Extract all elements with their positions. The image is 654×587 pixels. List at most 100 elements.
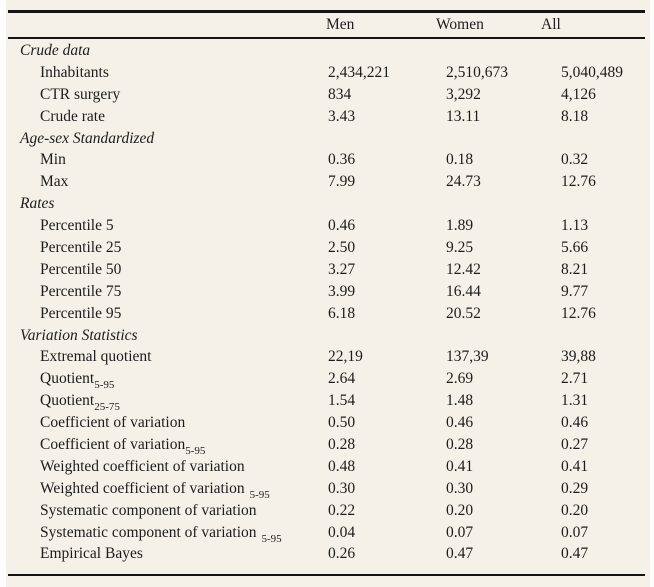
value-men: 0.36 [328, 151, 356, 169]
row-label: Quotient [40, 370, 95, 388]
value-all: 0.27 [561, 435, 589, 453]
value-all: 5,040,489 [561, 63, 623, 81]
value-women: 16.44 [446, 282, 481, 300]
value-men: 834 [328, 85, 352, 103]
row-label-cell: Systematic component of variation 5-95 [20, 523, 328, 545]
section-row: Rates [8, 193, 645, 215]
value-women: 2.69 [446, 370, 474, 388]
table-row: Systematic component of variation 0.22 0.2… [8, 500, 645, 522]
row-label-cell: Percentile 25 [20, 239, 328, 257]
value-all: 5.66 [561, 238, 589, 256]
row-label: Coefficient of variation [40, 435, 186, 453]
value-men: 2.50 [328, 238, 356, 256]
value-all: 1.13 [561, 217, 589, 235]
table-row: Empirical Bayes 0.26 0.47 0.47 [8, 543, 645, 565]
header-col-men: Men [326, 15, 355, 33]
row-label-subscript: 5-95 [94, 379, 115, 392]
row-label-cell: Inhabitants [20, 64, 328, 82]
row-label: Extremal quotient [40, 348, 152, 366]
row-label-cell: Percentile 95 [20, 305, 328, 323]
statistics-table: Men Women All Crude data Inhabitants 2,434… [8, 0, 645, 577]
row-label-cell: CTR surgery [20, 86, 328, 104]
value-men: 0.30 [328, 479, 356, 497]
row-label-cell: Percentile 5 [20, 217, 328, 235]
value-all: 8.21 [561, 260, 589, 278]
value-women: 0.28 [446, 435, 474, 453]
table-row: Inhabitants 2,434,221 2,510,673 5,040,489 [8, 62, 645, 84]
table-row: Weighted coefficient of variation 0.48 0.4… [8, 456, 645, 478]
row-label: Weighted coefficient of variation [40, 479, 245, 497]
value-men: 2,434,221 [328, 63, 390, 81]
row-label-subscript: 5-95 [261, 532, 282, 545]
section-title: Age-sex Standardized [20, 129, 155, 147]
value-men: 0.46 [328, 217, 356, 235]
value-men: 0.48 [328, 457, 356, 475]
section-row: Age-sex Standardized [8, 128, 645, 150]
value-men: 6.18 [328, 304, 356, 322]
table-row: Weighted coefficient of variation 5-95 0.3… [8, 478, 645, 501]
value-women: 0.47 [446, 545, 474, 563]
value-men: 0.28 [328, 435, 356, 453]
row-label-cell: Min [20, 151, 328, 169]
section-title: Crude data [20, 41, 91, 59]
row-label: Percentile 75 [40, 282, 122, 300]
value-women: 2,510,673 [446, 63, 508, 81]
value-women: 13.11 [446, 107, 481, 125]
row-label-subscript: 5-95 [185, 445, 206, 458]
value-all: 1.31 [561, 392, 589, 410]
table-top-rule [8, 10, 645, 13]
value-all: 0.29 [561, 479, 589, 497]
value-all: 8.18 [561, 107, 589, 125]
row-label-cell: Percentile 75 [20, 283, 328, 301]
table-row: Percentile 75 3.99 16.44 9.77 [8, 281, 645, 303]
value-all: 12.76 [561, 173, 596, 191]
value-women: 24.73 [446, 173, 481, 191]
table-row: Systematic component of variation 5-95 0.0… [8, 522, 645, 545]
row-label-cell: Coefficient of variation [20, 414, 328, 432]
value-all: 39,88 [561, 348, 596, 366]
value-women: 0.07 [446, 523, 474, 541]
value-all: 0.20 [561, 501, 589, 519]
header-col-all: All [541, 15, 561, 33]
table-row: Coefficient of variation 0.50 0.46 0.46 [8, 412, 645, 434]
table-row: Percentile 95 6.18 20.52 12.76 [8, 303, 645, 325]
row-label-cell: Weighted coefficient of variation 5-95 [20, 479, 328, 501]
row-label: Min [40, 151, 66, 169]
row-label-subscript: 25-75 [94, 401, 120, 414]
row-label-cell: Quotient25-75 [20, 392, 328, 414]
row-label-cell: Quotient5-95 [20, 370, 328, 392]
row-label-cell: Empirical Bayes [20, 545, 328, 563]
value-men: 1.54 [328, 392, 356, 410]
row-label: Crude rate [40, 107, 105, 125]
row-label: Empirical Bayes [40, 545, 143, 563]
value-women: 0.18 [446, 151, 474, 169]
value-men: 2.64 [328, 370, 356, 388]
row-label: Systematic component of variation [40, 523, 257, 541]
value-women: 0.20 [446, 501, 474, 519]
value-all: 0.46 [561, 414, 589, 432]
table-row: CTR surgery 834 3,292 4,126 [8, 84, 645, 106]
value-men: 7.99 [328, 173, 356, 191]
row-label: Weighted coefficient of variation [40, 457, 245, 475]
row-label: CTR surgery [40, 85, 121, 103]
value-women: 20.52 [446, 304, 481, 322]
value-women: 9.25 [446, 238, 474, 256]
value-all: 0.07 [561, 523, 589, 541]
value-all: 4,126 [561, 85, 596, 103]
section-title: Rates [20, 195, 55, 213]
row-label: Percentile 95 [40, 304, 122, 322]
value-men: 0.26 [328, 545, 356, 563]
table-row: Percentile 50 3.27 12.42 8.21 [8, 259, 645, 281]
table-header-rule [8, 36, 645, 39]
table-row: Quotient25-75 1.54 1.48 1.31 [8, 390, 645, 414]
value-women: 12.42 [446, 260, 481, 278]
row-label-cell: Weighted coefficient of variation [20, 458, 328, 476]
value-men: 0.50 [328, 414, 356, 432]
value-women: 0.41 [446, 457, 474, 475]
section-row: Crude data [8, 40, 645, 62]
row-label-cell: Extremal quotient [20, 348, 328, 366]
row-label-cell: Systematic component of variation [20, 502, 328, 520]
value-men: 0.04 [328, 523, 356, 541]
value-women: 0.46 [446, 414, 474, 432]
row-label: Percentile 50 [40, 260, 122, 278]
